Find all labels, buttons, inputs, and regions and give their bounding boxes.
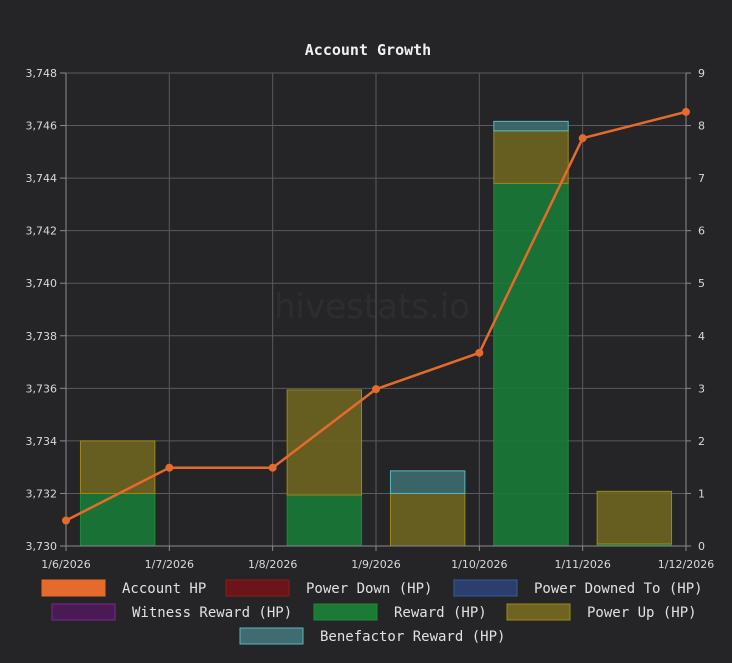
- left-axis-tick-label: 3,732: [26, 487, 58, 500]
- left-axis-tick-label: 3,736: [26, 382, 58, 395]
- legend-label: Power Up (HP): [587, 605, 697, 621]
- left-axis-tick-label: 3,740: [26, 277, 58, 290]
- legend-label: Reward (HP): [394, 605, 487, 621]
- bar-benefactor-reward-hp: [389, 470, 466, 494]
- legend-item[interactable]: Benefactor Reward (HP): [239, 627, 505, 645]
- legend-item[interactable]: Power Downed To (HP): [453, 579, 703, 597]
- legend-item[interactable]: Power Down (HP): [225, 579, 432, 597]
- bar-power-up-hp: [286, 389, 363, 496]
- bar-power-up-hp: [389, 492, 466, 547]
- account-hp-point: [165, 463, 174, 472]
- right-axis-tick-label: 3: [698, 382, 705, 395]
- legend-swatch: [239, 627, 304, 645]
- legend-label: Power Downed To (HP): [534, 581, 703, 597]
- watermark: hivestats.io: [274, 287, 470, 327]
- legend-label: Power Down (HP): [306, 581, 432, 597]
- axes: 3,730 3,732 3,734 3,736 3,738 3,740 3,742 3,744…: [26, 67, 715, 571]
- legend-swatch: [453, 579, 518, 597]
- bar-benefactor-reward-hp: [493, 120, 569, 132]
- right-axis-tick-label: 1: [698, 487, 705, 500]
- bar-reward-hp: [79, 492, 156, 547]
- account-hp-line: [62, 107, 690, 525]
- right-axis-tick-label: 5: [698, 277, 705, 290]
- account-hp-point: [475, 348, 484, 357]
- bar-power-up-hp: [79, 440, 156, 494]
- legend: Account HP Power Down (HP) Power Downed To…: [41, 579, 703, 645]
- bar-reward-hp: [286, 494, 363, 547]
- x-axis-tick-label: 1/8/2026: [248, 558, 297, 571]
- legend-item[interactable]: Witness Reward (HP): [51, 603, 292, 621]
- legend-swatch: [313, 603, 378, 621]
- legend-swatch: [51, 603, 116, 621]
- legend-swatch: [225, 579, 290, 597]
- legend-item[interactable]: Power Up (HP): [506, 603, 697, 621]
- left-axis-tick-label: 3,748: [26, 67, 58, 80]
- account-hp-point: [268, 463, 277, 472]
- left-axis-tick-label: 3,730: [26, 540, 58, 553]
- left-axis-tick-label: 3,742: [26, 225, 58, 238]
- legend-label: Witness Reward (HP): [132, 605, 292, 621]
- x-axis-tick-label: 1/9/2026: [351, 558, 400, 571]
- x-axis-tick-label: 1/11/2026: [554, 558, 610, 571]
- x-axis-tick-label: 1/12/2026: [658, 558, 714, 571]
- right-axis-tick-label: 6: [698, 225, 705, 238]
- legend-label: Benefactor Reward (HP): [320, 629, 505, 645]
- bar-power-up-hp: [493, 130, 569, 184]
- x-axis-tick-label: 1/10/2026: [451, 558, 507, 571]
- right-axis-tick-label: 9: [698, 67, 705, 80]
- legend-item[interactable]: Reward (HP): [313, 603, 487, 621]
- bars: [79, 120, 673, 547]
- right-axis-tick-label: 8: [698, 120, 705, 133]
- left-axis-tick-label: 3,734: [26, 435, 58, 448]
- x-axis-tick-label: 1/6/2026: [41, 558, 90, 571]
- left-axis-tick-label: 3,738: [26, 330, 58, 343]
- legend-swatch: [506, 603, 571, 621]
- right-axis-tick-label: 2: [698, 435, 705, 448]
- chart-title: Account Growth: [305, 41, 431, 59]
- left-axis-tick-label: 3,744: [26, 172, 58, 185]
- account-hp-point: [62, 516, 70, 525]
- grid: [65, 72, 687, 547]
- account-hp-point: [372, 385, 380, 394]
- bar-power-up-hp: [596, 490, 673, 545]
- legend-item[interactable]: Account HP: [41, 579, 206, 597]
- account-hp-point: [682, 107, 690, 116]
- right-axis-tick-label: 0: [698, 540, 705, 553]
- left-axis-tick-label: 3,746: [26, 120, 58, 133]
- x-axis-tick-label: 1/7/2026: [145, 558, 194, 571]
- right-axis-tick-label: 7: [698, 172, 705, 185]
- legend-swatch: [41, 579, 106, 597]
- bar-reward-hp: [493, 182, 569, 547]
- right-axis-tick-label: 4: [698, 330, 705, 343]
- legend-label: Account HP: [122, 581, 206, 597]
- account-hp-point: [578, 134, 587, 143]
